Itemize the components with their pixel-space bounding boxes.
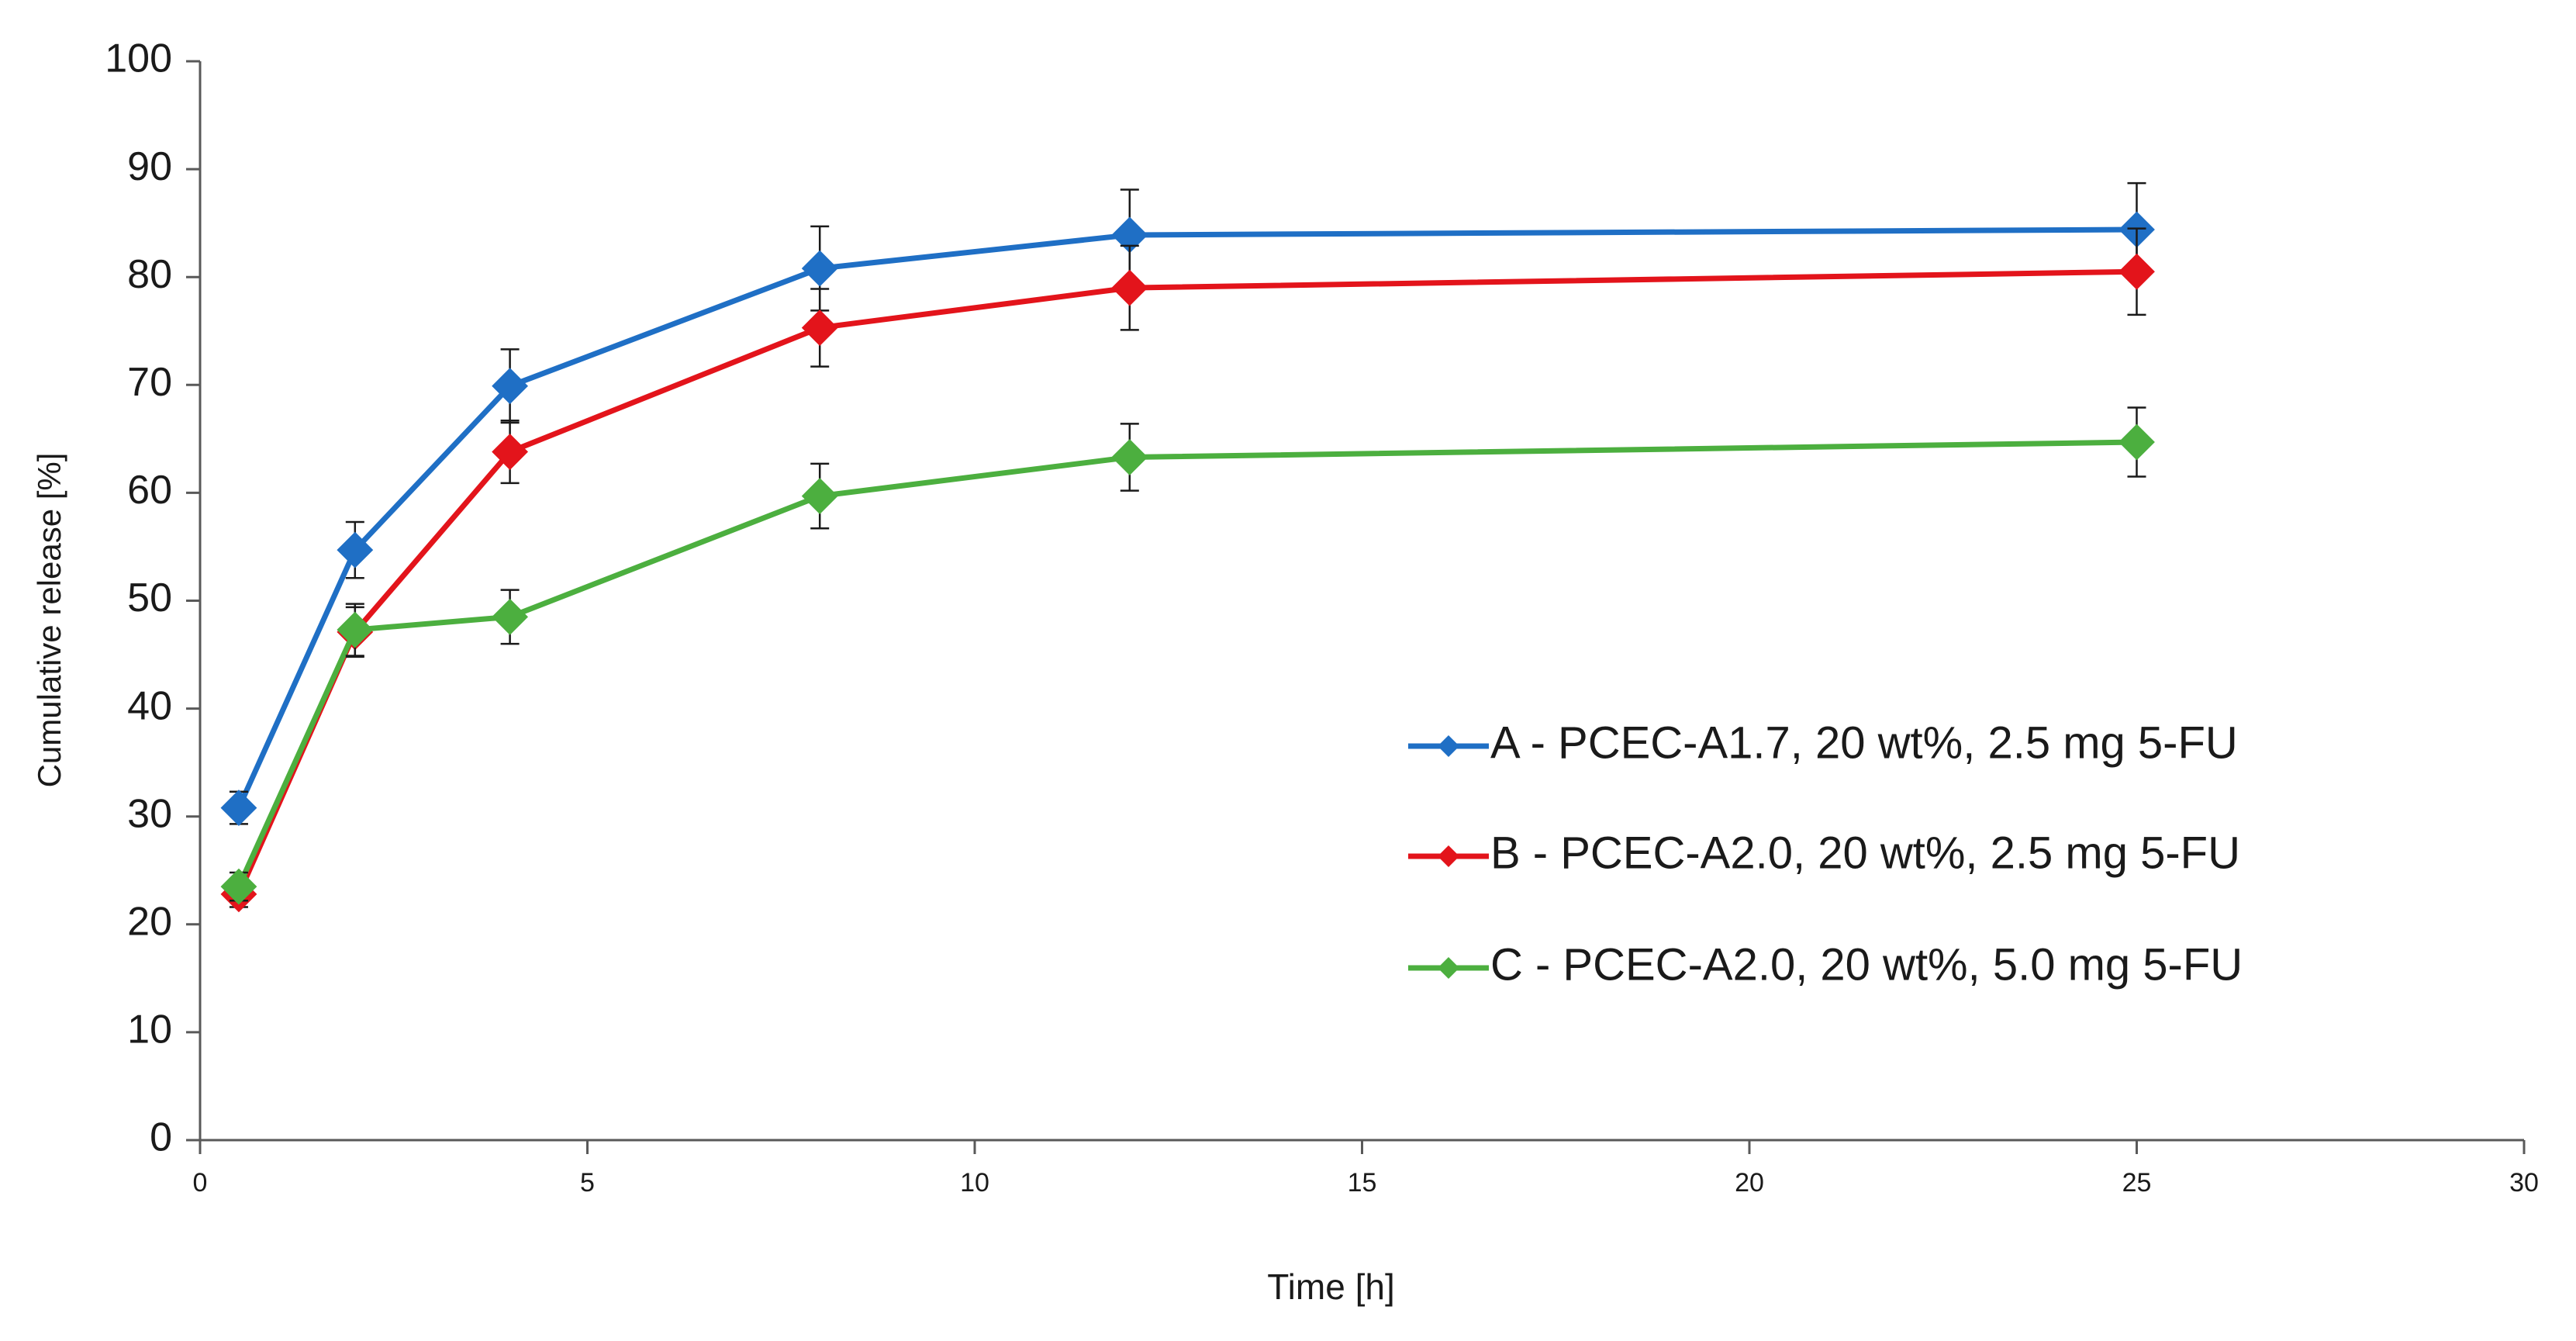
data-point: [492, 368, 529, 405]
data-point: [2118, 253, 2155, 290]
data-point: [1111, 269, 1148, 306]
legend-item: C - PCEC-A2.0, 20 wt%, 5.0 mg 5-FU: [1408, 939, 2243, 990]
data-point: [220, 790, 257, 826]
legend-swatch-marker: [1438, 735, 1459, 757]
series-b: [220, 227, 2155, 913]
series-layer: [220, 181, 2155, 913]
series-line: [236, 226, 2137, 810]
y-tick-label: 10: [127, 1007, 172, 1052]
y-tick-label: 100: [105, 36, 172, 81]
x-tick-label: 0: [193, 1168, 208, 1198]
legend-swatch-marker: [1438, 845, 1459, 867]
data-point: [492, 434, 529, 470]
legend-item: B - PCEC-A2.0, 20 wt%, 2.5 mg 5-FU: [1408, 828, 2240, 878]
series-a: [220, 181, 2155, 826]
data-point: [801, 309, 838, 346]
series-line: [236, 268, 2137, 896]
legend-item: A - PCEC-A1.7, 20 wt%, 2.5 mg 5-FU: [1408, 717, 2238, 768]
legend: A - PCEC-A1.7, 20 wt%, 2.5 mg 5-FU B - PC…: [1408, 717, 2243, 990]
x-axis-title: Time [h]: [1267, 1267, 1394, 1307]
y-tick-label: 90: [127, 144, 172, 189]
data-point: [801, 250, 838, 287]
y-tick-label: 70: [127, 360, 172, 405]
x-tick-label: 15: [1348, 1168, 1377, 1198]
data-point: [337, 531, 374, 569]
axes: 0 10 20 30 40 50 60 70 80 90 100 0 5 10 15 20 25 30: [105, 36, 2539, 1198]
y-tick-label: 0: [150, 1115, 172, 1160]
data-point: [1111, 439, 1148, 475]
y-tick-label: 20: [127, 900, 172, 945]
x-tick-label: 5: [580, 1168, 595, 1198]
x-tick-label: 10: [960, 1168, 989, 1198]
x-tick-label: 25: [2122, 1168, 2152, 1198]
series-c: [220, 406, 2155, 905]
y-tick-label: 60: [127, 468, 172, 513]
x-tick-label: 30: [2509, 1168, 2539, 1198]
y-tick-label: 40: [127, 683, 172, 728]
y-tick-label: 80: [127, 252, 172, 297]
legend-swatch-marker: [1438, 957, 1459, 979]
legend-label: A - PCEC-A1.7, 20 wt%, 2.5 mg 5-FU: [1490, 717, 2238, 768]
legend-label: B - PCEC-A2.0, 20 wt%, 2.5 mg 5-FU: [1490, 828, 2240, 878]
y-tick-label: 30: [127, 791, 172, 836]
legend-label: C - PCEC-A2.0, 20 wt%, 5.0 mg 5-FU: [1490, 939, 2243, 990]
data-point: [801, 478, 838, 514]
series-line: [236, 439, 2137, 888]
y-tick-label: 50: [127, 575, 172, 620]
data-point: [337, 611, 374, 648]
data-point: [492, 598, 529, 635]
data-point: [220, 868, 257, 905]
data-point: [2118, 423, 2155, 461]
x-tick-label: 20: [1735, 1168, 1764, 1198]
y-axis-title: Cumulative release [%]: [31, 453, 67, 788]
